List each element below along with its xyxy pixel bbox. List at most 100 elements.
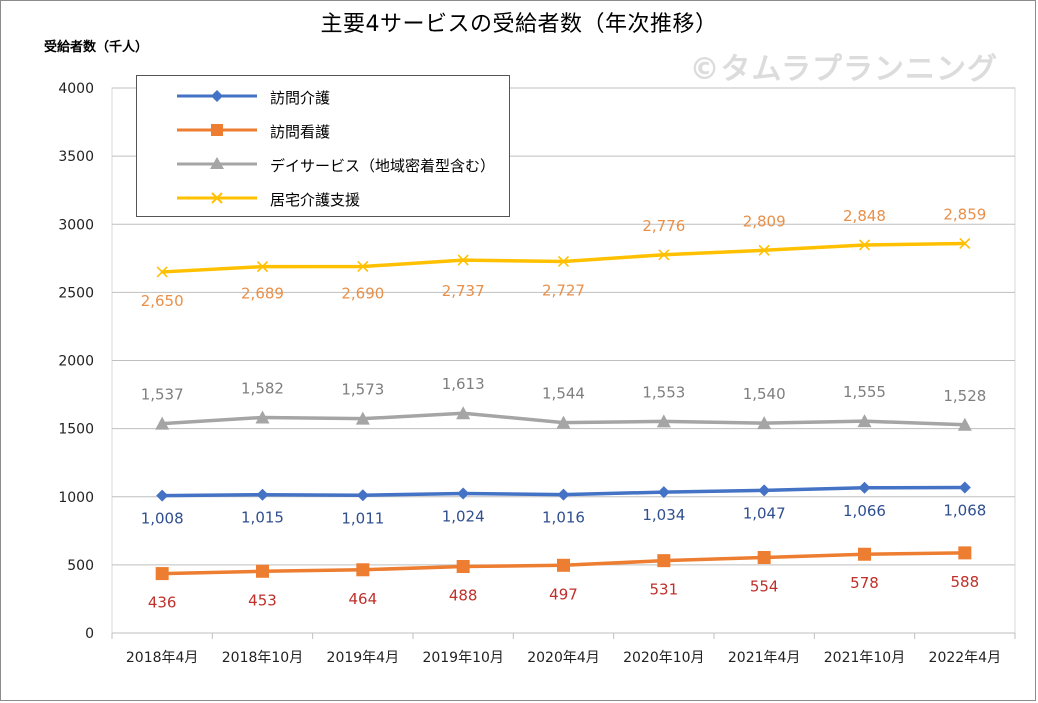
y-tick-label: 2500 xyxy=(58,285,94,301)
data-point xyxy=(256,488,269,501)
data-point xyxy=(255,410,270,424)
legend-item-care-management: 居宅介護支援 xyxy=(137,186,509,210)
data-label: 2,650 xyxy=(141,292,184,310)
data-point xyxy=(557,558,570,572)
data-point xyxy=(356,489,369,502)
data-point xyxy=(155,567,169,581)
data-point xyxy=(456,406,471,420)
data-label: 2,689 xyxy=(241,285,284,303)
data-label: 554 xyxy=(750,578,779,596)
legend-label-care-management: 居宅介護支援 xyxy=(270,191,361,209)
legend-swatch-home-care xyxy=(177,90,257,102)
y-tick-label: 500 xyxy=(67,558,94,574)
data-point xyxy=(656,414,671,428)
y-tick-label: 1500 xyxy=(58,422,94,438)
data-point xyxy=(457,487,470,500)
data-label: 2,848 xyxy=(843,207,886,225)
data-point xyxy=(858,547,871,561)
data-label: 1,034 xyxy=(642,506,685,524)
data-label: 1,573 xyxy=(341,381,384,399)
x-tick-label: 2020年10月 xyxy=(623,650,704,666)
data-point xyxy=(958,481,971,494)
data-label: 1,540 xyxy=(743,385,786,403)
data-label: 1,528 xyxy=(943,387,986,405)
data-point xyxy=(758,244,770,256)
y-axis-label: 受給者数（千人） xyxy=(44,40,149,55)
legend-swatch-day-service xyxy=(177,157,257,169)
data-point xyxy=(156,266,168,278)
data-point xyxy=(256,261,269,273)
data-label: 2,690 xyxy=(341,284,384,302)
data-label: 1,537 xyxy=(141,386,184,404)
data-point xyxy=(156,489,169,502)
data-label: 1,582 xyxy=(241,379,284,397)
data-point xyxy=(959,237,971,250)
x-tick-label: 2021年10月 xyxy=(824,650,905,666)
data-point xyxy=(357,260,369,273)
data-point xyxy=(355,411,370,425)
data-point xyxy=(657,486,670,499)
data-point xyxy=(857,414,872,428)
legend-item-home-care: 訪問介護 xyxy=(137,84,509,108)
data-label: 2,737 xyxy=(442,282,485,300)
x-tick-label: 2019年10月 xyxy=(422,650,503,666)
data-label: 2,776 xyxy=(642,217,685,235)
x-tick-label: 2018年10月 xyxy=(222,650,303,666)
data-point xyxy=(557,488,570,501)
data-point xyxy=(155,416,170,430)
data-point xyxy=(858,481,871,494)
data-label: 497 xyxy=(549,585,578,603)
data-label: 2,859 xyxy=(943,205,986,223)
data-point xyxy=(256,564,269,578)
data-point xyxy=(758,484,771,497)
data-label: 1,553 xyxy=(642,383,685,401)
watermark-text: ©タムラプランニング xyxy=(689,52,998,87)
legend-label-home-care: 訪問介護 xyxy=(270,89,331,107)
legend-swatch-home-nursing xyxy=(177,124,257,136)
data-label: 1,066 xyxy=(843,502,886,520)
data-point xyxy=(456,560,470,574)
legend: 訪問介護 訪問看護 デイサービス（地域密着型含む） 居宅介護支援 xyxy=(136,75,510,217)
data-label: 488 xyxy=(449,587,478,605)
data-label: 2,809 xyxy=(743,212,786,230)
x-tick-label: 2022年4月 xyxy=(929,650,1002,666)
data-label: 1,047 xyxy=(743,504,786,522)
data-label: 1,008 xyxy=(141,510,184,528)
data-label: 2,727 xyxy=(542,281,585,299)
data-point xyxy=(356,563,370,577)
data-label: 1,544 xyxy=(542,385,585,403)
x-tick-label: 2020年4月 xyxy=(527,650,600,666)
data-point xyxy=(757,551,771,565)
legend-label-day-service: デイサービス（地域密着型含む） xyxy=(270,157,496,175)
data-label: 464 xyxy=(349,590,378,608)
series-line xyxy=(162,241,965,274)
y-tick-label: 1000 xyxy=(58,490,94,506)
y-tick-label: 2000 xyxy=(58,354,94,370)
data-label: 1,024 xyxy=(442,507,485,525)
y-tick-label: 3000 xyxy=(58,217,94,233)
legend-item-day-service: デイサービス（地域密着型含む） xyxy=(137,152,509,176)
x-tick-label: 2021年4月 xyxy=(728,650,801,666)
legend-label-home-nursing: 訪問看護 xyxy=(270,123,331,141)
data-point xyxy=(757,416,772,430)
data-label: 1,016 xyxy=(542,509,585,527)
data-point xyxy=(858,239,871,251)
x-tick-label: 2018年4月 xyxy=(126,650,199,666)
data-label: 1,015 xyxy=(241,509,284,527)
data-point xyxy=(958,546,972,560)
data-label: 531 xyxy=(650,581,679,599)
y-tick-label: 3500 xyxy=(58,149,94,165)
data-label: 453 xyxy=(248,591,277,609)
data-label: 1,068 xyxy=(943,501,986,519)
legend-swatch-care-management xyxy=(177,192,257,204)
y-tick-label: 4000 xyxy=(58,81,94,97)
data-point xyxy=(557,255,570,268)
data-label: 588 xyxy=(951,573,980,591)
y-tick-label: 0 xyxy=(85,626,94,642)
data-label: 1,011 xyxy=(341,509,384,527)
data-point xyxy=(457,254,469,266)
data-label: 1,555 xyxy=(843,383,886,401)
data-point xyxy=(657,554,671,568)
